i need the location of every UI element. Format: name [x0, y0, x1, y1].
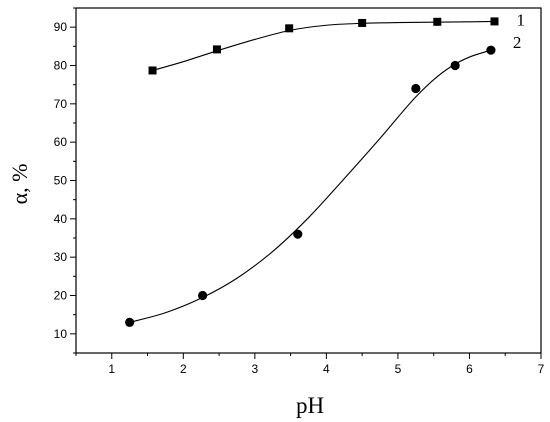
fit-curves — [129, 20, 495, 323]
series-1-point — [285, 24, 294, 33]
series-2-point — [450, 60, 460, 71]
series-1-curve — [152, 20, 495, 72]
series-1-label: 1 — [517, 10, 526, 29]
x-tick-label: 5 — [395, 362, 402, 376]
series-1-point — [358, 18, 367, 27]
data-markers — [125, 17, 499, 327]
x-axis-title: pH — [296, 393, 324, 418]
y-tick-label: 20 — [54, 289, 68, 303]
axes — [75, 7, 542, 354]
y-tick-label: 90 — [54, 20, 68, 34]
y-tick-label: 40 — [54, 212, 68, 226]
series-2-point — [293, 229, 303, 239]
series-2-point — [411, 83, 421, 94]
x-tick-label: 6 — [466, 362, 473, 376]
series-1-point — [490, 17, 499, 26]
series-1-point — [433, 17, 442, 26]
x-tick-label: 1 — [108, 362, 115, 376]
y-tick-label: 60 — [54, 135, 68, 149]
series-2-curve — [129, 49, 492, 323]
x-tick-label: 4 — [323, 362, 330, 376]
series-2-point — [125, 317, 135, 327]
y-tick-label: 30 — [54, 250, 68, 264]
x-tick-label: 3 — [252, 362, 259, 376]
y-axis-title: α, % — [7, 164, 32, 205]
y-axis-ticks: 10 20 30 40 50 60 70 80 90 — [54, 7, 76, 354]
y-tick-label: 80 — [54, 59, 68, 73]
x-tick-label: 2 — [180, 362, 187, 376]
series-1-point — [212, 45, 221, 54]
series-labels: 12 — [513, 10, 525, 52]
x-tick-label: 7 — [538, 362, 545, 376]
plot-frame — [75, 7, 542, 354]
y-tick-label: 70 — [54, 97, 68, 111]
y-tick-label: 10 — [54, 327, 68, 341]
series-2-point — [198, 290, 208, 301]
series-2-point — [486, 45, 496, 55]
y-tick-label: 50 — [54, 174, 68, 188]
series-1-point — [148, 66, 157, 75]
x-axis-ticks: 1 2 3 4 5 6 7 — [75, 353, 545, 376]
series-2-label: 2 — [513, 33, 522, 52]
